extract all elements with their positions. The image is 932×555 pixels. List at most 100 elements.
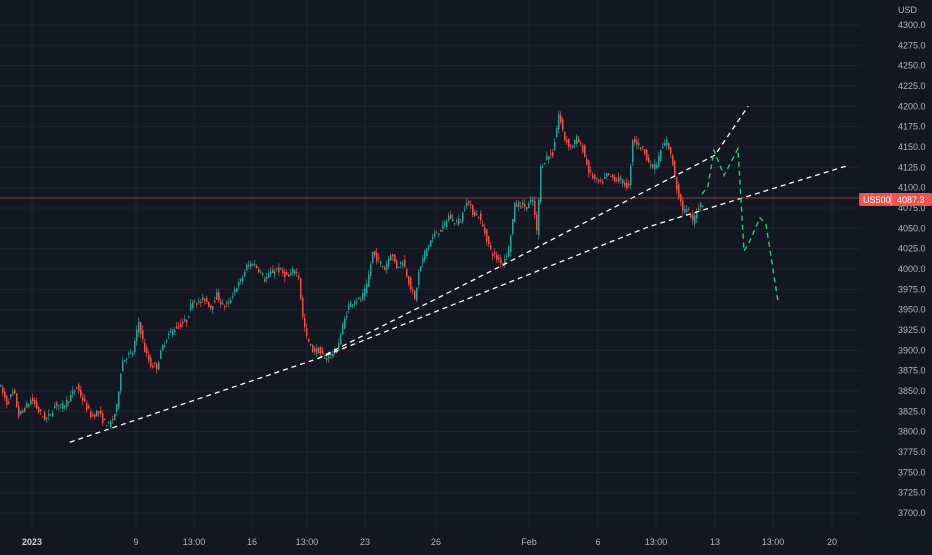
y-tick-label: 4175.0: [898, 122, 926, 132]
candle-body: [114, 413, 116, 421]
candle-body: [616, 179, 618, 181]
candle-body: [168, 333, 170, 336]
y-tick-label: 4250.0: [898, 61, 926, 71]
candle-body: [96, 410, 98, 417]
candle-body: [8, 401, 10, 403]
candle-body: [610, 175, 612, 177]
candle-body: [182, 322, 184, 324]
candle-body: [504, 258, 506, 265]
candle-body: [618, 176, 620, 182]
candle-body: [438, 233, 440, 236]
candle-body: [110, 421, 112, 428]
candle-body: [382, 266, 384, 268]
candle-body: [528, 203, 530, 209]
candle-body: [650, 164, 652, 166]
candle-body: [226, 302, 228, 304]
candle-body: [666, 138, 668, 146]
candle-body: [394, 254, 396, 262]
candle-body: [308, 338, 310, 342]
candle-body: [444, 222, 446, 226]
y-tick-label: 4150.0: [898, 142, 926, 152]
candle-body: [196, 303, 198, 305]
candle-body: [216, 292, 218, 300]
candle-body: [262, 273, 264, 276]
x-tick-label: 13:00: [762, 537, 785, 547]
chart-grid: [0, 0, 860, 531]
candle-body: [140, 322, 142, 335]
candle-body: [646, 150, 648, 160]
candle-body: [402, 263, 404, 266]
candle-body: [658, 156, 660, 167]
candle-body: [698, 208, 700, 210]
candle-body: [80, 389, 82, 397]
candle-body: [508, 247, 510, 257]
candle-body: [74, 390, 76, 392]
candle-body: [206, 298, 208, 303]
y-tick-label: 4100.0: [898, 183, 926, 193]
candle-body: [72, 390, 74, 394]
candle-body: [536, 214, 538, 231]
candle-body: [582, 145, 584, 152]
candle-body: [224, 305, 226, 307]
x-tick-label: 13:00: [645, 537, 668, 547]
y-tick-label: 3850.0: [898, 386, 926, 396]
candle-body: [186, 320, 188, 323]
candle-body: [86, 402, 88, 410]
candle-body: [320, 347, 322, 354]
candle-body: [612, 174, 614, 178]
candle-body: [484, 227, 486, 234]
candle-body: [338, 343, 340, 349]
candle-body: [272, 270, 274, 274]
candle-body: [494, 252, 496, 254]
candle-body: [256, 265, 258, 269]
x-tick-label: 26: [431, 537, 441, 547]
y-tick-label: 4300.0: [898, 20, 926, 30]
candle-body: [318, 347, 320, 354]
candle-body: [470, 204, 472, 206]
symbol-label: US500: [863, 195, 891, 205]
candle-body: [368, 274, 370, 287]
candle-body: [392, 254, 394, 257]
candle-body: [456, 220, 458, 222]
candle-body: [112, 419, 114, 421]
candle-body: [328, 356, 330, 358]
candle-body: [596, 177, 598, 180]
candle-body: [150, 357, 152, 367]
candle-body: [554, 142, 556, 151]
candle-body: [418, 272, 420, 285]
candle-body: [540, 165, 542, 203]
price-axis: 4300.0 4275.0 4250.0 4225.0 4200.0 4175.0 4150…: [898, 20, 926, 518]
candle-body: [352, 304, 354, 307]
candle-body: [142, 329, 144, 340]
candle-body: [6, 396, 8, 405]
candle-body: [250, 263, 252, 267]
x-tick-label: 6: [595, 537, 600, 547]
candle-body: [672, 155, 674, 165]
candle-body: [330, 352, 332, 355]
candle-body: [296, 271, 298, 273]
candle-body: [240, 279, 242, 282]
candle-body: [488, 236, 490, 245]
candle-body: [332, 354, 334, 357]
y-tick-label: 3950.0: [898, 305, 926, 315]
candle-body: [632, 140, 634, 162]
candle-body: [278, 267, 280, 273]
candle-body: [490, 245, 492, 250]
candle-body: [476, 214, 478, 216]
y-tick-label: 4225.0: [898, 81, 926, 91]
x-tick-label: 23: [360, 537, 370, 547]
candle-body: [294, 270, 296, 274]
candle-body: [356, 301, 358, 303]
y-tick-label: 3700.0: [898, 508, 926, 518]
trendlines: [69, 105, 848, 443]
y-tick-label: 3900.0: [898, 345, 926, 355]
candle-body: [246, 264, 248, 271]
y-tick-label: 4200.0: [898, 101, 926, 111]
candle-body: [662, 146, 664, 149]
candle-body: [562, 119, 564, 130]
candle-body: [472, 205, 474, 215]
candle-body: [302, 297, 304, 317]
candle-body: [42, 416, 44, 418]
